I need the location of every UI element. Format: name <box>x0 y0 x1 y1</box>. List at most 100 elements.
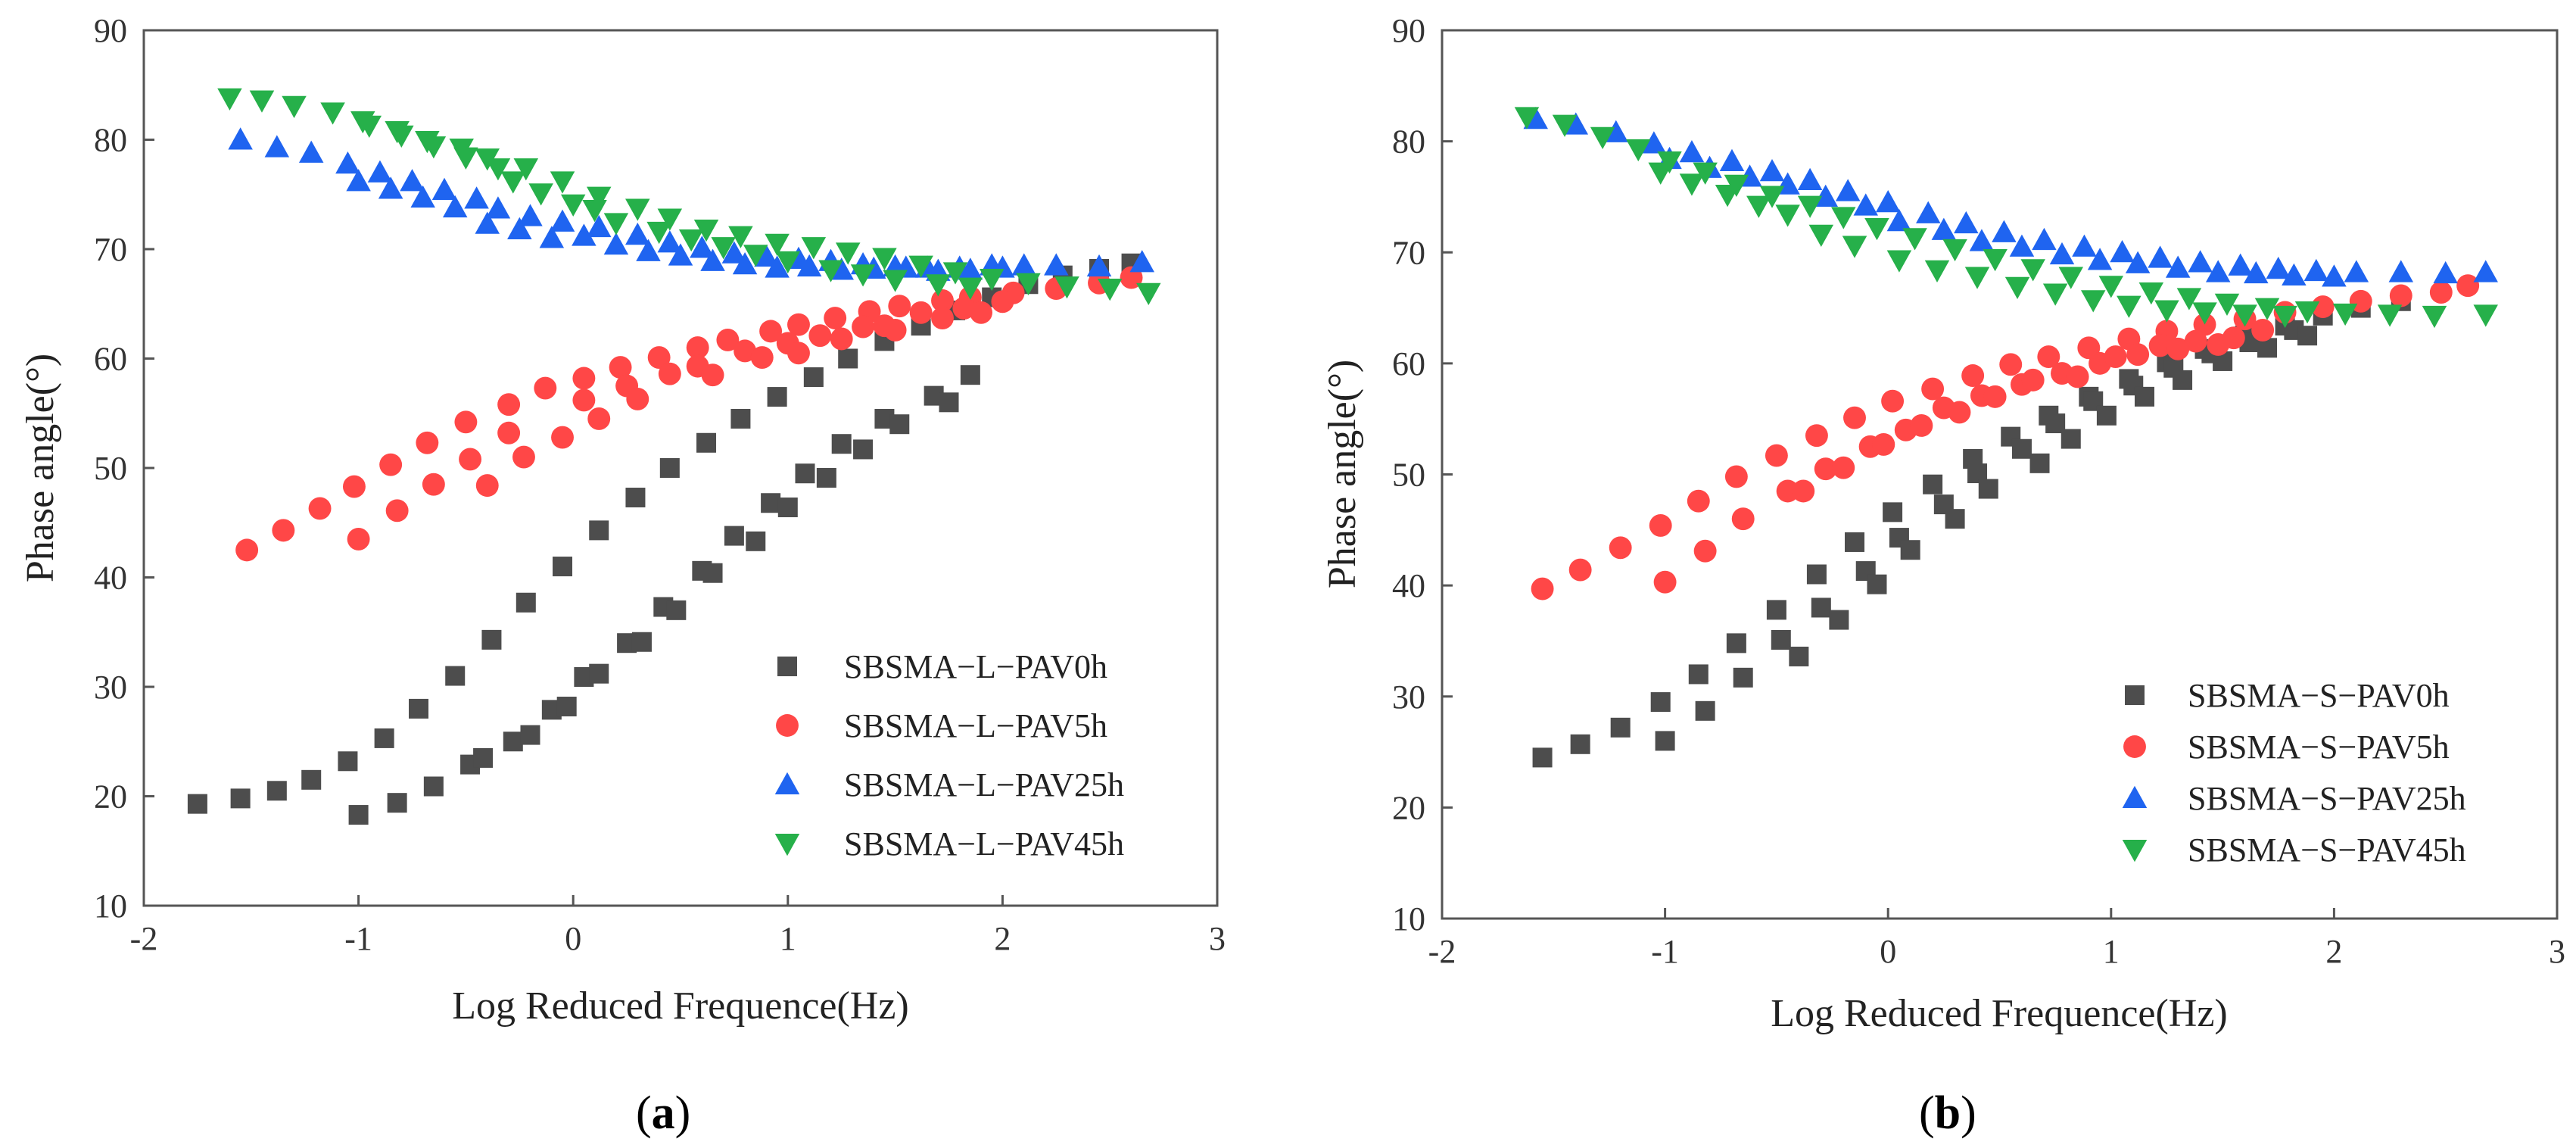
data-point-triangle-up <box>2244 260 2269 284</box>
legend-label: SBSMA−S−PAV5h <box>2188 728 2450 766</box>
data-point-circle <box>1792 479 1815 503</box>
data-point-triangle-down <box>1886 250 1912 273</box>
data-point-triangle-down <box>1797 195 1823 218</box>
data-point-square <box>2297 326 2318 346</box>
legend-marker-circle <box>776 714 799 737</box>
data-point-triangle-down <box>2098 276 2124 298</box>
y-tick-label: 10 <box>94 888 127 925</box>
data-point-square <box>960 365 980 385</box>
data-point-square <box>1766 600 1786 620</box>
data-point-square <box>1733 667 1753 688</box>
data-point-triangle-down <box>500 171 526 194</box>
legend-label: SBSMA−L−PAV25h <box>844 766 1124 803</box>
data-point-square <box>1811 597 1831 618</box>
data-point-triangle-up <box>2125 251 2151 273</box>
data-point-triangle-up <box>298 140 324 163</box>
data-point-triangle-up <box>700 248 725 271</box>
data-point-triangle-down <box>320 102 345 125</box>
x-tick-label: 2 <box>994 920 1011 957</box>
data-point-circle <box>1687 489 1710 513</box>
data-point-triangle-down <box>357 115 382 138</box>
data-point-square <box>838 348 858 369</box>
data-point-square <box>1789 646 1809 666</box>
y-tick-label: 90 <box>1392 12 1425 49</box>
points-a <box>187 88 1161 825</box>
data-point-triangle-down <box>942 262 968 285</box>
data-point-circle <box>750 346 774 370</box>
x-tick-label: 3 <box>1209 920 1226 957</box>
data-point-square <box>187 794 207 814</box>
data-point-triangle-up <box>636 239 661 261</box>
data-point-triangle-down <box>217 88 242 111</box>
data-point-triangle-up <box>668 243 693 266</box>
data-point-circle <box>909 301 933 324</box>
data-point-triangle-down <box>625 198 650 221</box>
y-tick-label: 20 <box>94 778 127 816</box>
data-point-circle <box>379 453 403 476</box>
legend-marker-square <box>2125 685 2145 705</box>
y-tick-label: 20 <box>1392 789 1425 826</box>
data-point-square <box>1610 717 1631 738</box>
y-tick-label: 70 <box>1392 234 1425 271</box>
data-point-triangle-down <box>249 90 275 113</box>
y-tick-label: 60 <box>94 341 127 378</box>
data-point-square <box>387 793 407 813</box>
data-point-triangle-up <box>1813 184 1838 207</box>
data-point-circle <box>2311 295 2335 319</box>
data-point-square <box>1845 532 1865 552</box>
data-point-triangle-up <box>721 241 747 264</box>
data-point-triangle-down <box>801 237 827 260</box>
data-point-triangle-up <box>2322 264 2347 287</box>
data-point-triangle-down <box>586 186 612 209</box>
data-point-triangle-down <box>1693 162 1718 185</box>
data-point-square <box>1688 664 1709 685</box>
data-point-circle <box>1805 424 1828 448</box>
data-point-triangle-up <box>518 204 543 226</box>
data-point-square <box>831 434 852 454</box>
legend-marker-square <box>777 657 797 676</box>
data-point-triangle-up <box>2282 263 2307 286</box>
panel-letter-a: a <box>652 1087 675 1139</box>
legend-label: SBSMA−L−PAV45h <box>844 825 1124 863</box>
data-point-square <box>553 557 573 577</box>
axes-a: -2 -1 0 1 2 3 10 20 30 40 50 60 70 80 90 <box>94 12 1226 957</box>
data-point-square <box>1771 629 1791 650</box>
data-point-triangle-up <box>2228 253 2253 276</box>
data-point-triangle-up <box>1797 167 1823 190</box>
data-point-circle <box>459 448 482 471</box>
data-point-circle <box>2251 318 2275 342</box>
data-point-circle <box>347 527 370 551</box>
data-point-triangle-up <box>796 254 822 277</box>
data-point-circle <box>512 445 535 469</box>
data-point-triangle-down <box>2058 267 2084 289</box>
chart-b: -2 -1 0 1 2 3 10 20 30 40 50 60 70 80 90 Log Reduced F… <box>1321 12 2565 1139</box>
data-point-square <box>889 414 910 435</box>
y-tick-label: 40 <box>94 560 127 597</box>
y-axis-label-b: Phase angle(°) <box>1321 360 1364 588</box>
data-point-triangle-down <box>1016 273 1041 296</box>
data-point-square <box>423 776 444 797</box>
data-point-square <box>2173 370 2193 390</box>
data-point-square <box>1900 540 1920 560</box>
data-point-square <box>2096 405 2117 426</box>
data-point-triangle-down <box>1625 139 1651 162</box>
data-point-circle <box>931 307 954 329</box>
data-point-square <box>724 526 744 546</box>
data-point-triangle-down <box>560 194 586 217</box>
data-point-triangle-down <box>1983 249 2008 272</box>
data-point-square <box>625 488 646 508</box>
data-point-triangle-down <box>2080 290 2106 313</box>
legend-label: SBSMA−L−PAV5h <box>844 707 1107 744</box>
data-point-square <box>2134 386 2154 407</box>
data-point-square <box>1978 479 1998 499</box>
data-point-triangle-down <box>2272 305 2297 329</box>
data-point-triangle-down <box>1842 236 1867 258</box>
data-point-triangle-down <box>2332 303 2358 326</box>
data-point-circle <box>572 367 596 390</box>
data-point-triangle-down <box>958 277 983 300</box>
data-point-triangle-up <box>1641 131 1667 154</box>
x-tick-label: -1 <box>1651 933 1679 970</box>
data-point-triangle-down <box>2232 304 2257 327</box>
data-point-square <box>803 367 824 388</box>
legend-marker-circle <box>2123 735 2146 758</box>
